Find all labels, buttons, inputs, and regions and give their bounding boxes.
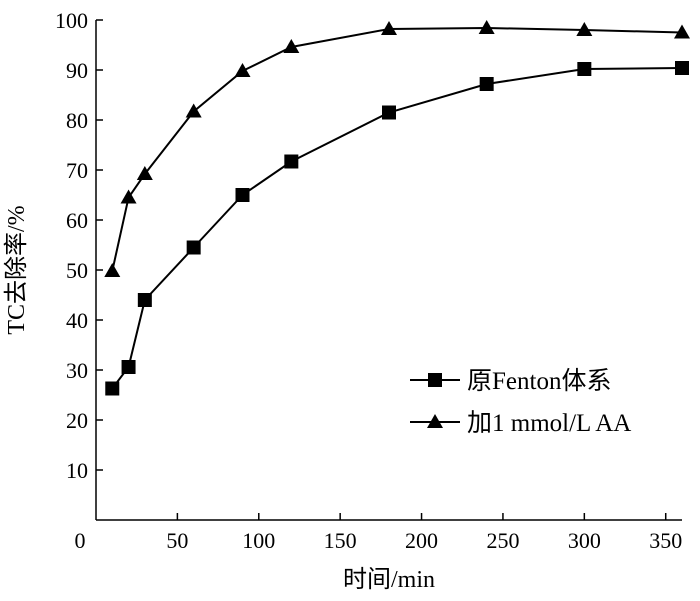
y-ticks: 10 20 30 40 50 60 70 80 90 100 bbox=[55, 8, 103, 483]
data-point-square bbox=[105, 381, 120, 396]
data-point-square bbox=[284, 154, 299, 169]
legend-label-fenton: 原Fenton体系 bbox=[467, 367, 611, 395]
x-axis-title: 时间/min bbox=[343, 566, 435, 593]
legend-marker-square bbox=[428, 373, 442, 387]
data-point-triangle bbox=[234, 63, 251, 77]
data-point-square bbox=[121, 360, 136, 374]
data-point-triangle bbox=[674, 24, 690, 39]
y-tick-label: 80 bbox=[66, 108, 88, 133]
data-point-square bbox=[235, 188, 250, 202]
data-point-square bbox=[675, 61, 689, 75]
y-tick-label: 30 bbox=[66, 358, 88, 383]
data-point-square bbox=[479, 77, 494, 91]
y-axis-title: TC去除率/% bbox=[3, 205, 30, 334]
y-tick-label: 70 bbox=[66, 158, 88, 183]
y-tick-label: 60 bbox=[66, 208, 88, 233]
x-tick-label: 200 bbox=[405, 528, 438, 553]
series-layer bbox=[104, 20, 690, 396]
legend-marker-triangle bbox=[427, 414, 443, 428]
data-point-square bbox=[382, 105, 396, 120]
x-tick-label: 300 bbox=[568, 528, 601, 553]
data-point-triangle bbox=[136, 166, 153, 180]
x-tick-label: 250 bbox=[486, 528, 519, 553]
y-tick-label: 40 bbox=[66, 308, 88, 333]
data-point-triangle bbox=[185, 103, 202, 118]
data-point-square bbox=[577, 62, 592, 76]
x-tick-label: 350 bbox=[649, 528, 682, 553]
axes bbox=[95, 20, 682, 521]
y-tick-label: 100 bbox=[55, 8, 88, 33]
data-point-triangle bbox=[283, 39, 300, 53]
data-point-triangle bbox=[104, 263, 121, 277]
x-tick-label: 0 bbox=[75, 528, 86, 553]
data-point-square bbox=[186, 240, 201, 255]
y-tick-label: 50 bbox=[66, 258, 88, 283]
legend-label-aa: 加1 mmol/L AA bbox=[467, 409, 631, 437]
data-point-triangle bbox=[478, 20, 495, 34]
y-tick-label: 10 bbox=[66, 458, 88, 483]
data-point-triangle bbox=[120, 189, 137, 204]
series-line-1 bbox=[111, 26, 683, 272]
x-tick-label: 100 bbox=[242, 528, 275, 553]
x-tick-label: 150 bbox=[324, 528, 357, 553]
data-point-square bbox=[137, 293, 152, 307]
x-ticks: 0 50 100 150 200 250 300 350 bbox=[75, 513, 682, 553]
data-point-triangle bbox=[576, 22, 593, 36]
y-tick-label: 20 bbox=[66, 408, 88, 433]
legend: 原Fenton体系 加1 mmol/L AA bbox=[410, 367, 631, 437]
y-tick-label: 90 bbox=[66, 58, 88, 83]
x-tick-label: 50 bbox=[166, 528, 188, 553]
data-point-triangle bbox=[381, 21, 397, 35]
series-line-0 bbox=[111, 67, 683, 390]
